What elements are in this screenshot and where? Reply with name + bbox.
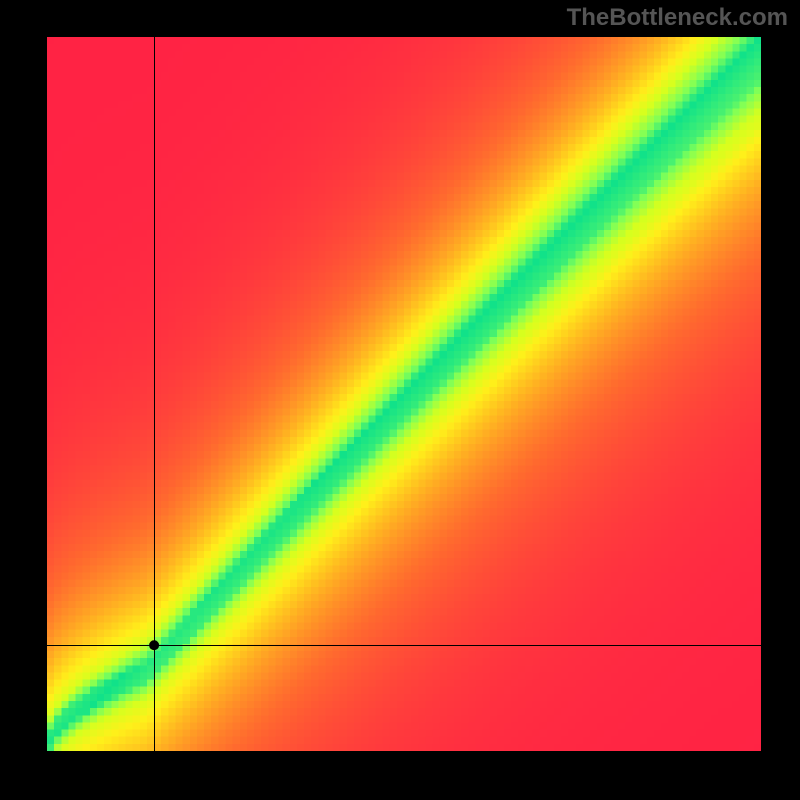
chart-frame: TheBottleneck.com bbox=[0, 0, 800, 800]
watermark-text: TheBottleneck.com bbox=[567, 4, 788, 32]
heatmap-plot bbox=[47, 37, 761, 751]
crosshair-overlay bbox=[47, 37, 761, 751]
